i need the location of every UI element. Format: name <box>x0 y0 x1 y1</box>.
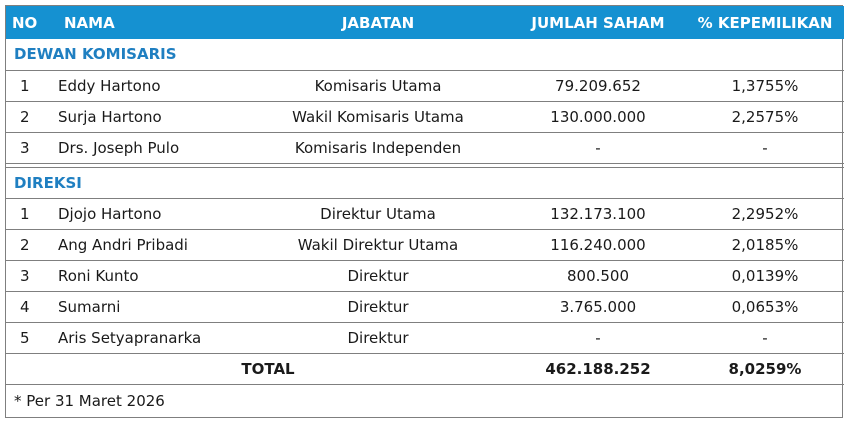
header-jabatan: JABATAN <box>341 13 415 32</box>
cell-saham: 3.765.000 <box>510 291 686 323</box>
cell-saham: 130.000.000 <box>510 101 686 133</box>
cell-saham: - <box>510 132 686 164</box>
cell-jabatan: Wakil Direktur Utama <box>246 229 510 261</box>
table-row: 2 Surja Hartono Wakil Komisaris Utama 13… <box>6 101 844 133</box>
total-saham: 462.188.252 <box>510 353 686 385</box>
table-row: 4 Sumarni Direktur 3.765.000 0,0653% <box>6 291 844 323</box>
cell-nama: Djojo Hartono <box>48 198 246 230</box>
cell-no: 5 <box>6 322 48 354</box>
cell-saham: 79.209.652 <box>510 70 686 102</box>
table-row: 5 Aris Setyapranarka Direktur - - <box>6 322 844 354</box>
cell-jabatan: Komisaris Utama <box>246 70 510 102</box>
shareholding-table-container: NO NAMA JABATAN JUMLAH SAHAM % KEPEMILIK… <box>5 5 844 418</box>
cell-nama: Roni Kunto <box>48 260 246 292</box>
cell-nama: Aris Setyapranarka <box>48 322 246 354</box>
table-row: 1 Djojo Hartono Direktur Utama 132.173.1… <box>6 198 844 230</box>
cell-no: 4 <box>6 291 48 323</box>
total-pct: 8,0259% <box>686 353 844 385</box>
cell-nama: Drs. Joseph Pulo <box>48 132 246 164</box>
cell-jabatan: Komisaris Independen <box>246 132 510 164</box>
table-row: 2 Ang Andri Pribadi Wakil Direktur Utama… <box>6 229 844 261</box>
header-kepemilikan: % KEPEMILIKAN <box>697 13 833 32</box>
cell-no: 1 <box>6 198 48 230</box>
cell-pct: 1,3755% <box>686 70 844 102</box>
cell-nama: Ang Andri Pribadi <box>48 229 246 261</box>
cell-pct: 0,0653% <box>686 291 844 323</box>
table-header-row: NO NAMA JABATAN JUMLAH SAHAM % KEPEMILIK… <box>6 6 844 39</box>
header-jumlah-saham: JUMLAH SAHAM <box>531 13 665 32</box>
section-row-direksi: DIREKSI <box>6 166 844 199</box>
section-divider <box>6 162 844 167</box>
cell-no: 3 <box>6 132 48 164</box>
cell-pct: - <box>686 322 844 354</box>
header-nama: NAMA <box>64 13 115 32</box>
cell-saham: 800.500 <box>510 260 686 292</box>
total-row: TOTAL 462.188.252 8,0259% <box>6 353 844 385</box>
cell-jabatan: Direktur Utama <box>246 198 510 230</box>
section-title-direksi: DIREKSI <box>6 166 844 199</box>
cell-pct: 0,0139% <box>686 260 844 292</box>
cell-saham: 132.173.100 <box>510 198 686 230</box>
footnote: * Per 31 Maret 2026 <box>14 392 165 410</box>
cell-jabatan: Wakil Komisaris Utama <box>246 101 510 133</box>
table-row: 3 Drs. Joseph Pulo Komisaris Independen … <box>6 132 844 164</box>
cell-nama: Surja Hartono <box>48 101 246 133</box>
cell-jabatan: Direktur <box>246 260 510 292</box>
cell-nama: Sumarni <box>48 291 246 323</box>
cell-nama: Eddy Hartono <box>48 70 246 102</box>
cell-pct: - <box>686 132 844 164</box>
section-title-dewan-komisaris: DEWAN KOMISARIS <box>6 39 844 71</box>
cell-pct: 2,0185% <box>686 229 844 261</box>
table-row: 3 Roni Kunto Direktur 800.500 0,0139% <box>6 260 844 292</box>
cell-saham: - <box>510 322 686 354</box>
cell-saham: 116.240.000 <box>510 229 686 261</box>
shareholding-table: NO NAMA JABATAN JUMLAH SAHAM % KEPEMILIK… <box>6 6 844 385</box>
cell-no: 3 <box>6 260 48 292</box>
cell-no: 1 <box>6 70 48 102</box>
cell-jabatan: Direktur <box>246 291 510 323</box>
section-row-dewan-komisaris: DEWAN KOMISARIS <box>6 39 844 71</box>
cell-pct: 2,2575% <box>686 101 844 133</box>
table-row: 1 Eddy Hartono Komisaris Utama 79.209.65… <box>6 70 844 102</box>
cell-no: 2 <box>6 229 48 261</box>
header-no: NO <box>12 13 38 32</box>
cell-jabatan: Direktur <box>246 322 510 354</box>
cell-no: 2 <box>6 101 48 133</box>
cell-pct: 2,2952% <box>686 198 844 230</box>
total-label: TOTAL <box>6 353 510 385</box>
